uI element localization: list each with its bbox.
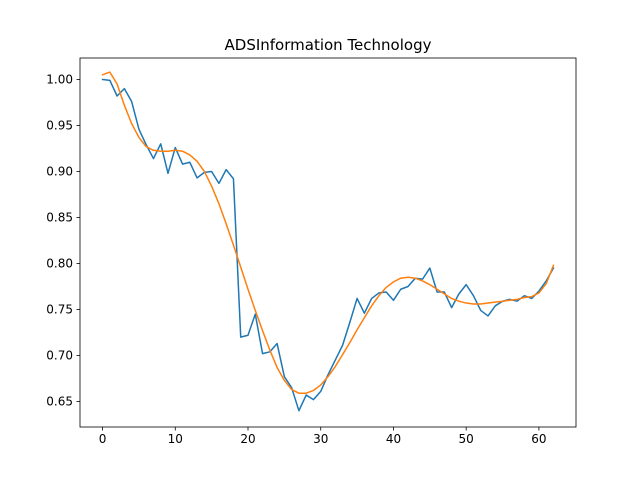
y-tick-label: 0.70 bbox=[46, 349, 73, 363]
x-tick-label: 50 bbox=[459, 432, 474, 446]
x-tick-label: 30 bbox=[313, 432, 328, 446]
series-layer bbox=[101, 71, 555, 412]
y-tick-label: 0.65 bbox=[46, 395, 73, 409]
y-tick-label: 0.90 bbox=[46, 164, 73, 178]
chart-title: ADSInformation Technology bbox=[225, 36, 432, 54]
series-line-1 bbox=[101, 78, 555, 412]
plot-frame bbox=[79, 57, 577, 428]
y-tick-label: 0.75 bbox=[46, 302, 73, 316]
x-tick-label: 60 bbox=[531, 432, 546, 446]
series-line-2 bbox=[101, 71, 555, 394]
x-tick-label: 0 bbox=[99, 432, 107, 446]
y-tick-label: 0.95 bbox=[46, 118, 73, 132]
x-tick-label: 40 bbox=[386, 432, 401, 446]
x-axis: 0 10 20 30 40 50 60 bbox=[99, 427, 547, 446]
x-tick-label: 20 bbox=[240, 432, 255, 446]
x-tick-label: 10 bbox=[168, 432, 183, 446]
y-tick-label: 1.00 bbox=[46, 72, 73, 86]
y-tick-label: 0.80 bbox=[46, 256, 73, 270]
y-axis: 0.65 0.70 0.75 0.80 0.85 0.90 0.95 1.00 bbox=[46, 72, 80, 409]
y-tick-label: 0.85 bbox=[46, 210, 73, 224]
